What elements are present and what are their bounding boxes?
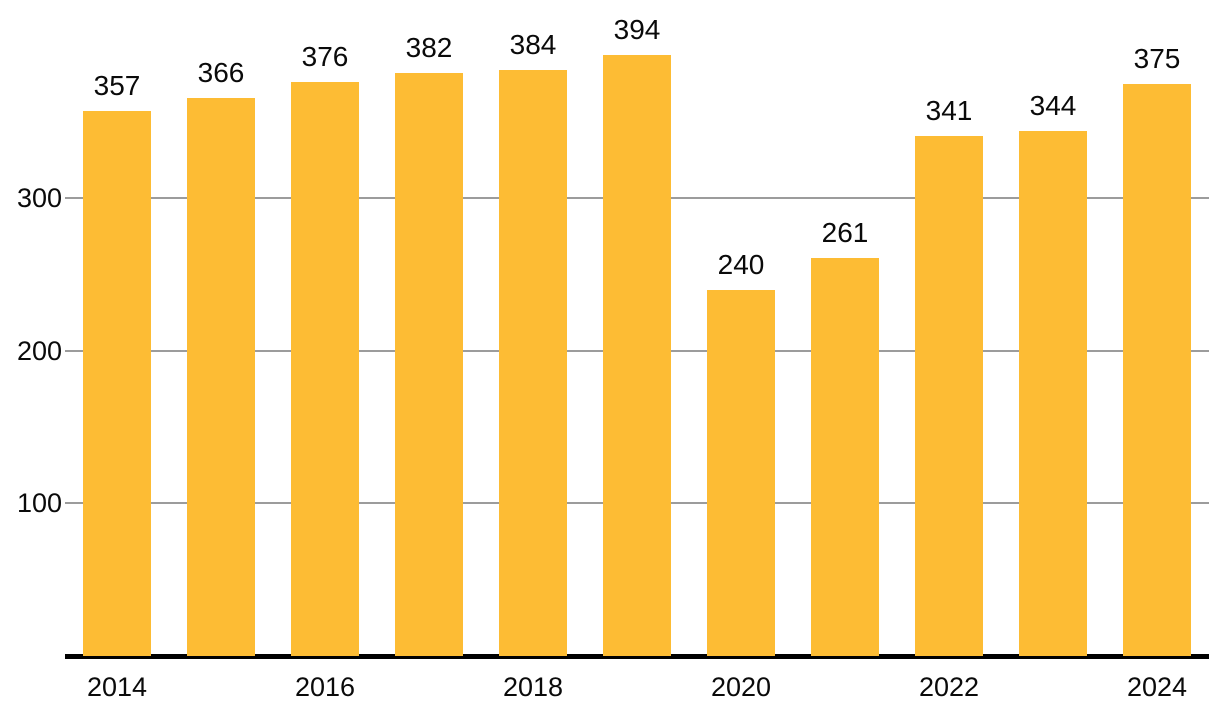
y-tick-label: 200 [16, 335, 62, 366]
x-axis-line [65, 654, 1209, 659]
bar-value-label-2022: 341 [925, 94, 973, 126]
bar-value-label-2019: 394 [613, 13, 661, 45]
y-tick-label: 300 [16, 183, 62, 214]
bar-2021 [811, 257, 879, 656]
bar-value-label-2023: 344 [1029, 90, 1077, 122]
bar-2018 [499, 70, 567, 656]
x-tick-label-2020: 2020 [710, 672, 772, 702]
bar-value-label-2018: 384 [509, 29, 557, 61]
bar-2014 [83, 111, 151, 656]
bar-value-label-2020: 240 [717, 248, 765, 280]
bar-value-label-2016: 376 [301, 41, 349, 73]
bar-2016 [291, 82, 359, 656]
x-tick-label-2024: 2024 [1126, 672, 1188, 702]
bar-2022 [915, 135, 983, 656]
bar-2017 [395, 73, 463, 656]
x-tick-label-2016: 2016 [294, 672, 356, 702]
bar-value-label-2014: 357 [93, 70, 141, 102]
plot-area: 357 366 376 382 384 394 240 261 341 344 375 [65, 0, 1209, 656]
bar-2023 [1019, 131, 1087, 656]
y-tick-label: 100 [16, 488, 62, 519]
bar-2019 [603, 54, 671, 656]
bar-value-label-2021: 261 [821, 216, 869, 248]
bar-value-label-2015: 366 [197, 56, 245, 88]
bar-value-label-2024: 375 [1133, 42, 1181, 74]
x-tick-label-2014: 2014 [86, 672, 148, 702]
x-tick-label-2018: 2018 [502, 672, 564, 702]
bar-2020 [707, 289, 775, 656]
x-tick-label-2022: 2022 [918, 672, 980, 702]
bar-2024 [1123, 83, 1191, 656]
bar-value-label-2017: 382 [405, 32, 453, 64]
bar-2015 [187, 97, 255, 656]
